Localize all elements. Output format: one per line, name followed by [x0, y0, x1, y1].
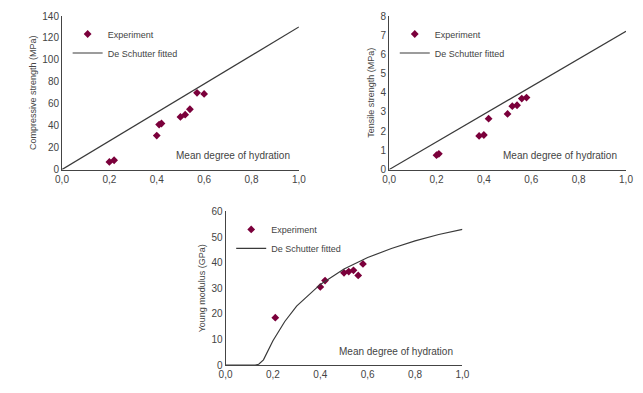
svg-text:0,4: 0,4: [477, 174, 491, 185]
svg-text:0: 0: [381, 164, 387, 175]
svg-text:0,0: 0,0: [382, 174, 396, 185]
svg-text:0,2: 0,2: [430, 174, 444, 185]
svg-text:60: 60: [211, 206, 223, 217]
svg-text:Experiment: Experiment: [108, 30, 154, 40]
svg-text:0: 0: [217, 360, 223, 371]
svg-text:Mean degree of hydration: Mean degree of hydration: [339, 346, 453, 357]
svg-text:Experiment: Experiment: [271, 225, 317, 235]
svg-text:De Schutter fitted: De Schutter fitted: [435, 49, 505, 59]
svg-text:1,0: 1,0: [292, 174, 306, 185]
svg-text:20: 20: [211, 308, 223, 319]
svg-text:0,8: 0,8: [572, 174, 586, 185]
svg-text:0: 0: [53, 164, 59, 175]
svg-text:3: 3: [381, 106, 387, 117]
svg-text:Mean degree of hydration: Mean degree of hydration: [503, 150, 617, 161]
svg-text:7: 7: [381, 30, 387, 41]
svg-text:0,6: 0,6: [524, 174, 538, 185]
svg-text:120: 120: [42, 32, 59, 43]
svg-text:De Schutter fitted: De Schutter fitted: [108, 49, 178, 59]
svg-text:100: 100: [42, 54, 59, 65]
svg-text:5: 5: [381, 68, 387, 79]
svg-text:0,6: 0,6: [197, 174, 211, 185]
svg-text:4: 4: [381, 87, 387, 98]
svg-text:0,8: 0,8: [245, 174, 259, 185]
svg-text:10: 10: [211, 334, 223, 345]
svg-text:40: 40: [211, 257, 223, 268]
svg-text:0,6: 0,6: [361, 369, 375, 380]
svg-text:0,2: 0,2: [266, 369, 280, 380]
svg-text:Tensile strength (MPa): Tensile strength (MPa): [366, 48, 376, 138]
svg-text:80: 80: [48, 76, 60, 87]
svg-text:50: 50: [211, 232, 223, 243]
svg-text:0,8: 0,8: [408, 369, 422, 380]
svg-text:Mean degree of hydration: Mean degree of hydration: [176, 150, 290, 161]
svg-text:40: 40: [48, 120, 60, 131]
svg-text:1,0: 1,0: [455, 369, 469, 380]
svg-text:30: 30: [211, 283, 223, 294]
svg-text:0,4: 0,4: [150, 174, 164, 185]
svg-text:Experiment: Experiment: [435, 30, 481, 40]
svg-text:0,2: 0,2: [102, 174, 116, 185]
svg-text:Compressive strength (MPa): Compressive strength (MPa): [28, 36, 38, 151]
svg-text:Young modulus (GPa): Young modulus (GPa): [197, 244, 207, 332]
svg-text:De Schutter fitted: De Schutter fitted: [271, 244, 341, 254]
svg-text:6: 6: [381, 49, 387, 60]
svg-text:0,4: 0,4: [313, 369, 327, 380]
svg-text:0,0: 0,0: [219, 369, 233, 380]
svg-text:140: 140: [42, 11, 59, 22]
svg-text:1,0: 1,0: [619, 174, 633, 185]
svg-text:2: 2: [381, 126, 387, 137]
svg-text:1: 1: [381, 145, 387, 156]
svg-text:8: 8: [381, 11, 387, 22]
svg-text:20: 20: [48, 142, 60, 153]
svg-text:60: 60: [48, 98, 60, 109]
svg-text:0,0: 0,0: [55, 174, 69, 185]
